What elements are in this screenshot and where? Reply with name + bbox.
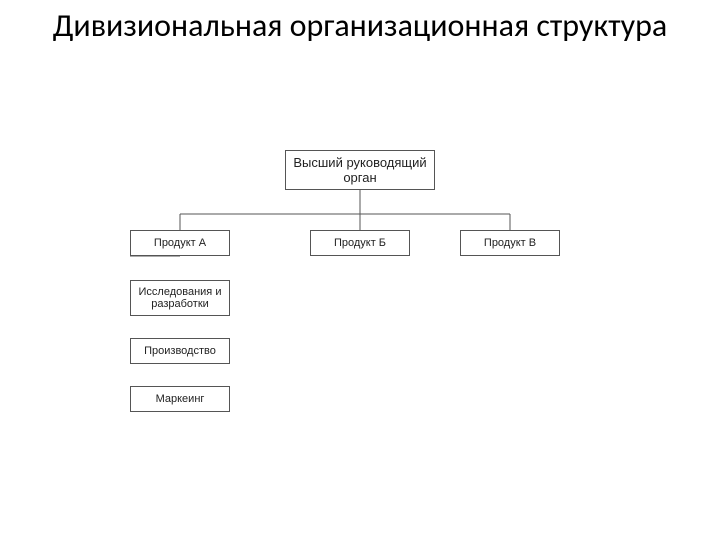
node-product-b: Продукт Б [310, 230, 410, 256]
node-dept-research: Исследования и разработки [130, 280, 230, 316]
node-dept-production: Производство [130, 338, 230, 364]
slide: Дивизиональная организационная структура [0, 0, 720, 540]
node-dept-marketing: Маркеинг [130, 386, 230, 412]
node-product-c: Продукт В [460, 230, 560, 256]
slide-title: Дивизиональная организационная структура [0, 8, 720, 45]
node-product-a: Продукт А [130, 230, 230, 256]
org-chart: Высший руководящий орган Продукт А Проду… [130, 150, 590, 470]
node-root: Высший руководящий орган [285, 150, 435, 190]
